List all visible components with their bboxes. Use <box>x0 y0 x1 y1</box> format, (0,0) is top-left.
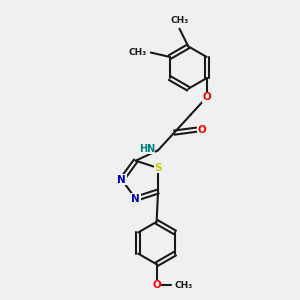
Text: N: N <box>131 194 140 204</box>
Text: CH₃: CH₃ <box>129 48 147 57</box>
Text: N: N <box>118 175 126 185</box>
Text: S: S <box>154 163 162 173</box>
Text: O: O <box>202 92 211 102</box>
Text: CH₃: CH₃ <box>175 281 193 290</box>
Text: O: O <box>152 280 161 290</box>
Text: CH₃: CH₃ <box>170 16 189 25</box>
Text: O: O <box>197 125 206 135</box>
Text: HN: HN <box>139 144 155 154</box>
